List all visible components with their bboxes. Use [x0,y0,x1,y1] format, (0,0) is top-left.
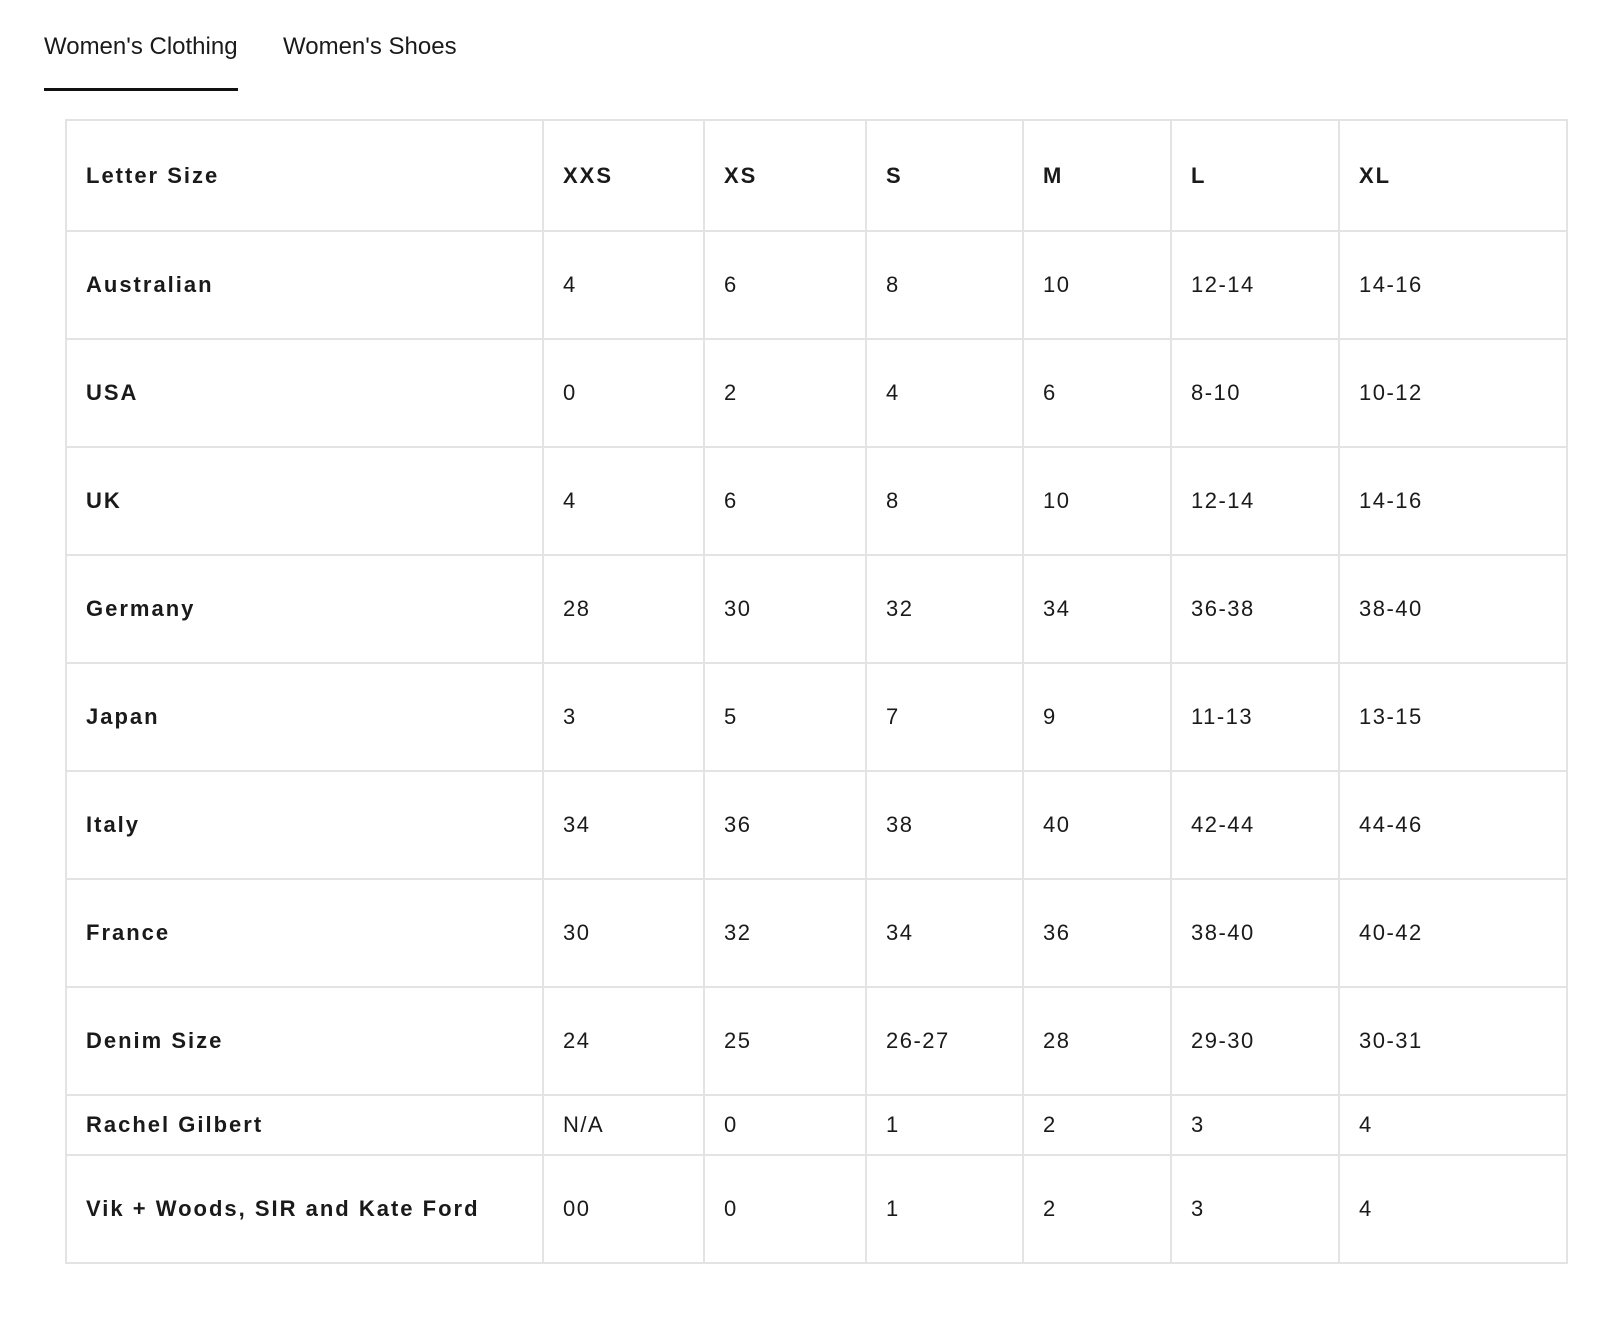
table-row-rachel-gilbert: Rachel Gilbert N/A 0 1 2 3 4 [65,1094,1568,1156]
cell: 10-12 [1338,338,1568,448]
size-table-body: Australian 4 6 8 10 12-14 14-16 USA 0 2 4 6 8-10 10-1… [65,230,1568,1264]
cell: 1 [865,1094,1024,1156]
cell: 28 [1022,986,1172,1096]
cell: 0 [703,1154,867,1264]
row-label: France [65,878,544,988]
cell: 2 [1022,1094,1172,1156]
table-row-denim-size: Denim Size 24 25 26-27 28 29-30 30-31 [65,986,1568,1096]
cell: 24 [542,986,705,1096]
cell: 12-14 [1170,230,1340,340]
cell: 44-46 [1338,770,1568,880]
cell: 38-40 [1338,554,1568,664]
row-label: UK [65,446,544,556]
cell: 38-40 [1170,878,1340,988]
tab-womens-shoes[interactable]: Women's Shoes [283,33,457,60]
cell: 30 [542,878,705,988]
column-header-m: M [1022,119,1172,232]
cell: 28 [542,554,705,664]
cell: 10 [1022,446,1172,556]
cell: 8 [865,230,1024,340]
cell: 6 [703,446,867,556]
cell: 5 [703,662,867,772]
cell: 40-42 [1338,878,1568,988]
cell: 8-10 [1170,338,1340,448]
table-row-vik-woods-sir-and-kate-ford: Vik + Woods, SIR and Kate Ford 00 0 1 2 3 4 [65,1154,1568,1264]
row-label: Italy [65,770,544,880]
cell: 26-27 [865,986,1024,1096]
size-table: Letter Size XXS XS S M L XL Australian 4 6 8 10 12-… [65,119,1568,1264]
cell: 0 [542,338,705,448]
table-row-japan: Japan 3 5 7 9 11-13 13-15 [65,662,1568,772]
row-label: USA [65,338,544,448]
cell: 4 [865,338,1024,448]
cell: 00 [542,1154,705,1264]
cell: 3 [542,662,705,772]
table-row-australian: Australian 4 6 8 10 12-14 14-16 [65,230,1568,340]
row-label: Japan [65,662,544,772]
cell: 42-44 [1170,770,1340,880]
cell: 10 [1022,230,1172,340]
cell: 40 [1022,770,1172,880]
row-label: Vik + Woods, SIR and Kate Ford [65,1154,544,1264]
cell: 12-14 [1170,446,1340,556]
table-row-germany: Germany 28 30 32 34 36-38 38-40 [65,554,1568,664]
cell: 30 [703,554,867,664]
cell: 3 [1170,1154,1340,1264]
cell: 30-31 [1338,986,1568,1096]
cell: 25 [703,986,867,1096]
column-header-xxs: XXS [542,119,705,232]
column-header-letter-size: Letter Size [65,119,544,232]
column-header-xs: XS [703,119,867,232]
cell: N/A [542,1094,705,1156]
cell: 14-16 [1338,446,1568,556]
header-row: Letter Size XXS XS S M L XL [65,119,1568,232]
column-header-s: S [865,119,1024,232]
size-table-header: Letter Size XXS XS S M L XL [65,119,1568,232]
size-chart-tabs: Women's Clothing Women's Shoes [44,33,1612,91]
cell: 4 [542,230,705,340]
table-row-france: France 30 32 34 36 38-40 40-42 [65,878,1568,988]
cell: 2 [1022,1154,1172,1264]
table-row-uk: UK 4 6 8 10 12-14 14-16 [65,446,1568,556]
cell: 4 [1338,1094,1568,1156]
cell: 36-38 [1170,554,1340,664]
cell: 32 [865,554,1024,664]
cell: 38 [865,770,1024,880]
table-row-usa: USA 0 2 4 6 8-10 10-12 [65,338,1568,448]
cell: 1 [865,1154,1024,1264]
cell: 0 [703,1094,867,1156]
cell: 32 [703,878,867,988]
cell: 29-30 [1170,986,1340,1096]
cell: 36 [1022,878,1172,988]
cell: 9 [1022,662,1172,772]
cell: 4 [542,446,705,556]
cell: 2 [703,338,867,448]
table-row-italy: Italy 34 36 38 40 42-44 44-46 [65,770,1568,880]
cell: 36 [703,770,867,880]
row-label: Germany [65,554,544,664]
cell: 34 [1022,554,1172,664]
cell: 13-15 [1338,662,1568,772]
column-header-l: L [1170,119,1340,232]
cell: 6 [703,230,867,340]
cell: 6 [1022,338,1172,448]
tab-womens-clothing[interactable]: Women's Clothing [44,33,238,91]
cell: 34 [865,878,1024,988]
row-label: Rachel Gilbert [65,1094,544,1156]
cell: 7 [865,662,1024,772]
cell: 11-13 [1170,662,1340,772]
column-header-xl: XL [1338,119,1568,232]
cell: 14-16 [1338,230,1568,340]
row-label: Australian [65,230,544,340]
cell: 8 [865,446,1024,556]
cell: 4 [1338,1154,1568,1264]
cell: 34 [542,770,705,880]
row-label: Denim Size [65,986,544,1096]
cell: 3 [1170,1094,1340,1156]
